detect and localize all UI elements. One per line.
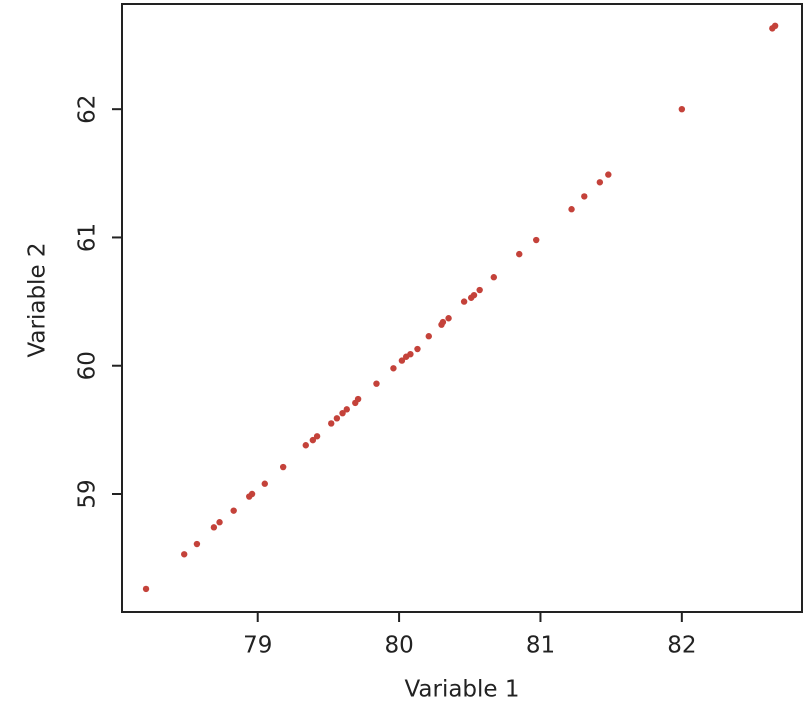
point — [248, 490, 256, 498]
point — [398, 357, 406, 364]
point — [373, 380, 380, 387]
y-axis-label: Variable 2 — [25, 242, 51, 357]
plot-frame — [121, 3, 803, 613]
point — [390, 365, 397, 372]
y-tick-label: 60 — [75, 351, 101, 380]
x-tick-label: 79 — [243, 633, 272, 659]
point — [216, 519, 223, 526]
point — [678, 105, 686, 113]
point — [210, 524, 218, 531]
x-tick-label: 80 — [384, 633, 413, 659]
point — [445, 315, 452, 322]
point — [460, 298, 468, 305]
point — [230, 507, 237, 514]
point — [605, 171, 612, 178]
point — [302, 442, 309, 449]
point — [470, 291, 478, 299]
point — [333, 415, 341, 422]
point — [490, 274, 498, 281]
x-axis-label: Variable 1 — [404, 677, 519, 703]
y-tick-label: 62 — [75, 95, 101, 124]
point — [279, 463, 287, 471]
point — [354, 395, 362, 403]
point — [313, 433, 321, 440]
point — [596, 179, 604, 186]
y-tick-label: 59 — [75, 479, 101, 508]
point — [343, 406, 350, 413]
point — [771, 22, 779, 30]
x-tick-label: 81 — [526, 633, 555, 659]
point — [425, 333, 432, 340]
point — [414, 345, 421, 353]
point — [142, 585, 150, 593]
point — [261, 480, 268, 487]
x-tick-label: 82 — [667, 633, 696, 659]
point — [309, 436, 317, 444]
point — [568, 206, 575, 213]
point — [181, 551, 188, 558]
point — [339, 409, 346, 417]
point — [328, 420, 335, 427]
y-tick-label: 61 — [75, 223, 101, 252]
point — [439, 318, 447, 326]
point — [516, 250, 523, 258]
point — [407, 350, 414, 358]
point — [533, 236, 540, 244]
point — [476, 286, 483, 294]
point — [581, 193, 588, 200]
point — [193, 540, 201, 548]
